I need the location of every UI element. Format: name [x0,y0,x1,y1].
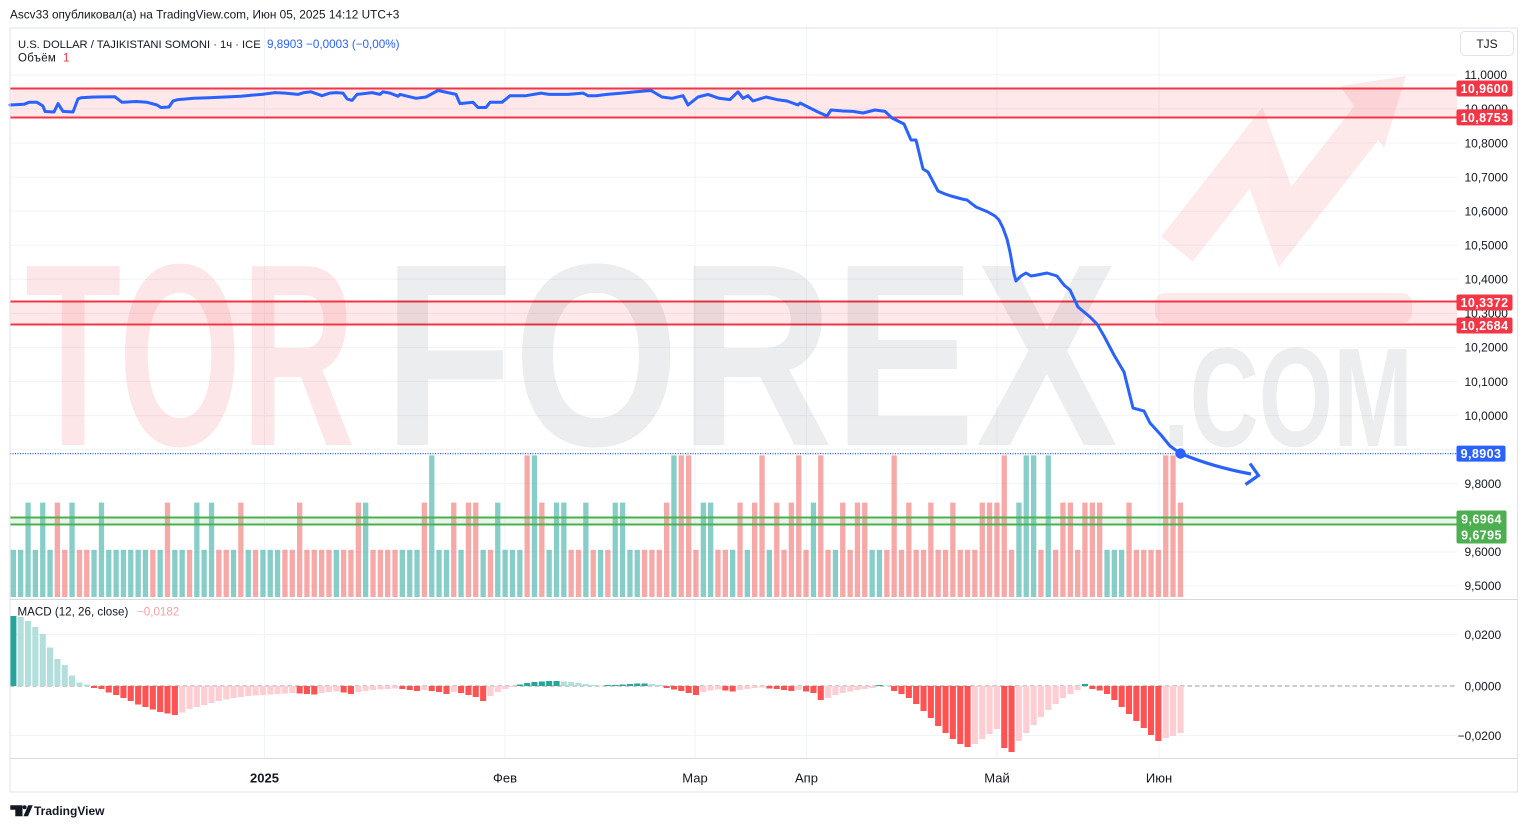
svg-text:9,8000: 9,8000 [1465,477,1502,491]
svg-text:0,0200: 0,0200 [1465,628,1502,642]
svg-text:10,8753: 10,8753 [1461,111,1509,125]
svg-text:Май: Май [984,771,1009,786]
svg-text:0,0000: 0,0000 [1465,679,1502,693]
svg-text:9,6000: 9,6000 [1465,545,1502,559]
svg-text:10,0000: 10,0000 [1465,409,1509,423]
svg-text:Апр: Апр [795,771,818,786]
svg-text:10,9600: 10,9600 [1461,82,1509,96]
svg-text:TOR: TOR [25,209,355,500]
svg-text:Мар: Мар [682,771,707,786]
svg-text:11,0000: 11,0000 [1465,68,1508,82]
svg-text:−0,0182: −0,0182 [137,606,179,619]
svg-text:TradingView: TradingView [34,804,105,818]
svg-text:10,2684: 10,2684 [1461,319,1509,333]
svg-text:10,2000: 10,2000 [1465,341,1509,355]
svg-text:10,4000: 10,4000 [1465,273,1509,287]
svg-text:−0,0200: −0,0200 [1458,729,1502,743]
svg-text:10,5000: 10,5000 [1465,239,1509,253]
svg-text:1: 1 [63,53,69,65]
svg-text:.COM: .COM [1163,318,1413,476]
svg-text:Ascv33 опубликовал(а) на Tradi: Ascv33 опубликовал(а) на TradingView.com… [10,8,400,22]
svg-text:Объём: Объём [18,53,56,65]
svg-text:9,8903: 9,8903 [1461,447,1502,461]
svg-text:FOREX: FOREX [383,211,1118,501]
svg-text:U.S. DOLLAR / TAJIKISTANI SOMO: U.S. DOLLAR / TAJIKISTANI SOMONI · 1ч · … [18,39,261,51]
svg-text:2025: 2025 [250,771,279,786]
svg-text:9,8903 −0,0003 (−0,00%): 9,8903 −0,0003 (−0,00%) [267,38,400,51]
svg-text:9,5000: 9,5000 [1465,579,1502,593]
svg-text:9,6795: 9,6795 [1461,528,1502,542]
svg-text:10,6000: 10,6000 [1465,205,1509,219]
svg-text:9,6964: 9,6964 [1461,513,1502,527]
svg-text:10,7000: 10,7000 [1465,170,1509,184]
svg-text:10,8000: 10,8000 [1465,136,1509,150]
svg-text:MACD (12, 26, close): MACD (12, 26, close) [18,606,129,619]
svg-text:Июн: Июн [1146,771,1172,786]
svg-text:10,3372: 10,3372 [1461,296,1509,310]
svg-text:Фев: Фев [493,771,517,786]
svg-text:TJS: TJS [1476,37,1497,51]
svg-text:10,1000: 10,1000 [1465,375,1509,389]
